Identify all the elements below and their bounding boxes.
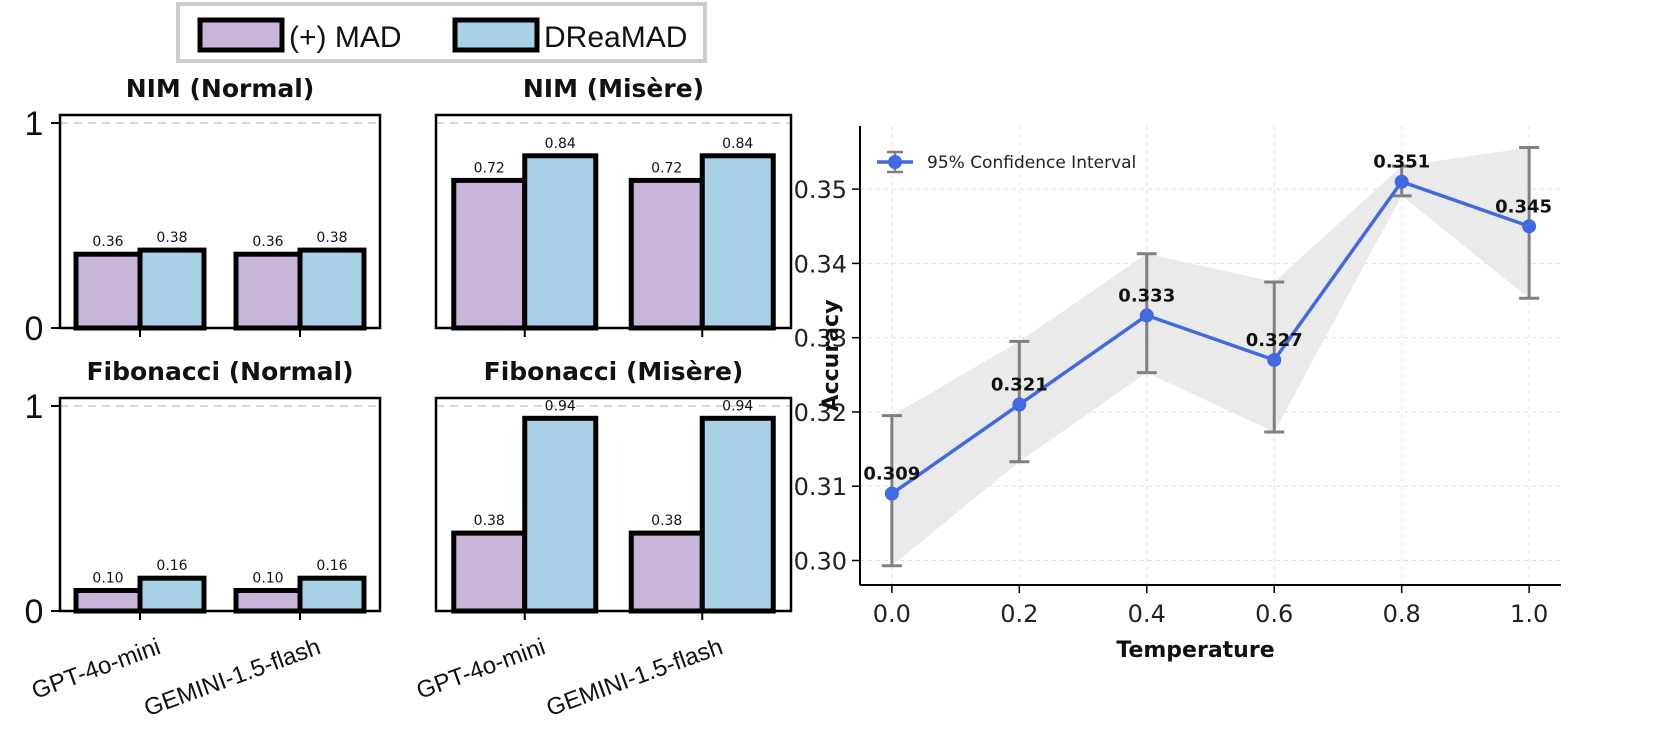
bar-mad-gemini-1-5-flash — [233, 588, 303, 614]
y-tick-label: 0.35 — [794, 176, 847, 204]
bar-value-label: 0.10 — [252, 571, 283, 587]
data-point — [1394, 174, 1409, 189]
x-tick-label: 0.2 — [1000, 600, 1038, 628]
point-value-label: 0.351 — [1373, 152, 1430, 173]
bar-value-label: 0.16 — [316, 558, 347, 574]
y-tick-label: 0 — [25, 593, 44, 631]
data-point — [1267, 352, 1282, 367]
y-axis-label: Accuracy — [819, 300, 844, 412]
bar-dreamad-gemini-1-5-flash — [699, 153, 776, 331]
bar-dreamad-gpt-4o-mini — [137, 575, 207, 614]
point-value-label: 0.309 — [863, 464, 920, 485]
confidence-band — [891, 147, 1530, 566]
bar-value-label: 0.72 — [651, 160, 682, 176]
x-tick-label: GEMINI-1.5-flash — [141, 633, 324, 722]
panel-frame — [58, 396, 382, 613]
data-point — [884, 486, 899, 501]
bar-value-label: 0.38 — [474, 513, 505, 529]
legend-label-dreamad: DReaMAD — [544, 21, 687, 54]
point-value-label: 0.321 — [991, 375, 1048, 396]
bar-value-label: 0.38 — [156, 230, 187, 246]
bar-value-label: 0.36 — [252, 234, 283, 250]
x-tick-label: 0.6 — [1255, 600, 1293, 628]
bar-value-label: 0.72 — [474, 160, 505, 176]
x-axis-label: Temperature — [1116, 638, 1274, 663]
bar-mad-gemini-1-5-flash — [233, 251, 303, 331]
bar-mad-gemini-1-5-flash — [628, 177, 705, 331]
x-tick-label: 1.0 — [1510, 600, 1548, 628]
panel-frame — [434, 396, 793, 613]
panel-fibonacci-misere: Fibonacci (Misère) 0.38 0.94 GPT-4o-mini 0.3… — [413, 357, 793, 722]
bar-value-label: 0.36 — [92, 234, 123, 250]
bar-dreamad-gpt-4o-mini — [522, 415, 599, 614]
legend-marker — [888, 155, 902, 169]
temperature-accuracy-chart: 0.309 0.321 0.333 0.327 0.351 0.345 0.0 0.2 0.4 0… — [794, 126, 1561, 663]
data-point — [1012, 397, 1027, 412]
panel-fibonacci-normal: Fibonacci (Normal) 0.10 0.16 GPT-4o-mini 0.1… — [25, 357, 382, 722]
point-value-label: 0.327 — [1246, 330, 1303, 351]
panel-nim-misere: NIM (Misère) 0.72 0.84 0.72 0.84 — [434, 74, 793, 337]
x-tick-label: 0.0 — [873, 600, 911, 628]
x-tick-label: GPT-4o-mini — [413, 633, 549, 704]
bar-mad-gpt-4o-mini — [73, 588, 143, 614]
x-tick-label: 0.8 — [1383, 600, 1421, 628]
x-tick-label: GPT-4o-mini — [28, 633, 164, 704]
y-tick-label: 0.31 — [794, 473, 847, 501]
legend-swatch-dreamad — [452, 17, 540, 53]
bar-dreamad-gemini-1-5-flash — [297, 575, 367, 614]
x-tick-label: GEMINI-1.5-flash — [543, 633, 726, 722]
bar-mad-gpt-4o-mini — [451, 177, 528, 331]
x-tick-label: 0.4 — [1128, 600, 1166, 628]
y-tick-label: 0 — [25, 310, 44, 348]
y-tick-label: 0.33 — [794, 325, 847, 353]
bar-dreamad-gemini-1-5-flash — [699, 415, 776, 614]
y-tick-label: 1 — [25, 105, 44, 143]
panel-title: Fibonacci (Misère) — [484, 357, 744, 386]
legend-label: 95% Confidence Interval — [927, 153, 1136, 173]
bar-value-label: 0.94 — [722, 398, 753, 414]
panel-title: Fibonacci (Normal) — [86, 357, 353, 386]
bar-value-label: 0.94 — [545, 398, 576, 414]
point-value-label: 0.333 — [1118, 285, 1175, 306]
bar-value-label: 0.84 — [722, 136, 753, 152]
bar-mad-gpt-4o-mini — [73, 251, 143, 331]
bar-value-label: 0.16 — [156, 558, 187, 574]
panel-nim-normal: NIM (Normal) 0.36 0.38 0.36 0.38 0 1 — [25, 74, 382, 348]
y-tick-label: 0.32 — [794, 399, 847, 427]
panel-title: NIM (Normal) — [126, 74, 315, 103]
bar-legend: (+) MAD DReaMAD — [176, 2, 707, 63]
panel-frame — [58, 113, 382, 330]
bar-mad-gemini-1-5-flash — [628, 530, 705, 614]
y-tick-label: 1 — [25, 388, 44, 426]
point-value-label: 0.345 — [1495, 196, 1552, 217]
panel-frame — [434, 113, 793, 330]
accuracy-line — [890, 179, 1530, 496]
bar-dreamad-gpt-4o-mini — [522, 153, 599, 331]
data-point — [1522, 219, 1537, 234]
bar-value-label: 0.38 — [651, 513, 682, 529]
y-tick-label: 0.30 — [794, 547, 847, 575]
panel-title: NIM (Misère) — [523, 74, 704, 103]
bar-value-label: 0.84 — [545, 136, 576, 152]
bar-mad-gpt-4o-mini — [451, 530, 528, 614]
bar-value-label: 0.38 — [316, 230, 347, 246]
legend-swatch-mad — [197, 17, 285, 53]
data-point — [1139, 308, 1154, 323]
legend-label-mad: (+) MAD — [289, 21, 402, 54]
bar-value-label: 0.10 — [92, 571, 123, 587]
bar-dreamad-gemini-1-5-flash — [297, 247, 367, 331]
y-tick-label: 0.34 — [794, 250, 847, 278]
bar-dreamad-gpt-4o-mini — [137, 247, 207, 331]
